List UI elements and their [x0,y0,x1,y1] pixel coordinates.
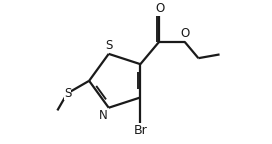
Text: Br: Br [134,124,147,137]
Text: N: N [98,109,107,122]
Text: O: O [156,2,165,15]
Text: S: S [105,39,112,52]
Text: S: S [64,87,71,100]
Text: O: O [180,27,190,40]
